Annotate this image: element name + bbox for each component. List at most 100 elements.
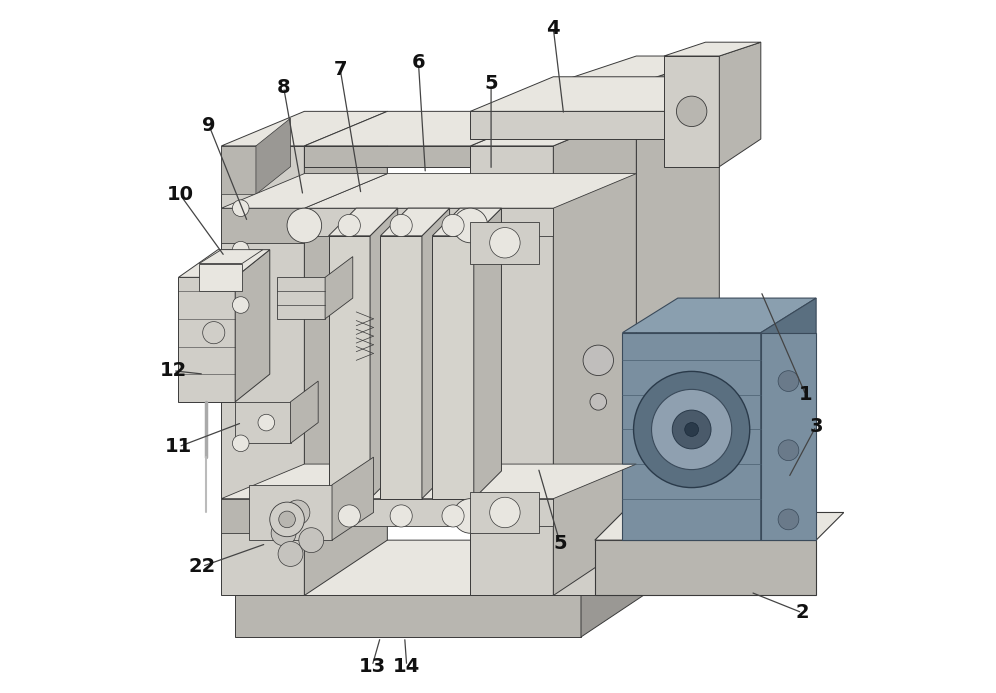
Polygon shape: [305, 146, 470, 167]
Polygon shape: [221, 112, 387, 146]
Circle shape: [339, 505, 361, 527]
Circle shape: [232, 200, 249, 216]
Text: 5: 5: [484, 74, 498, 93]
Polygon shape: [235, 249, 270, 402]
Polygon shape: [380, 236, 422, 499]
Circle shape: [684, 423, 698, 437]
Circle shape: [676, 96, 707, 127]
Polygon shape: [221, 208, 305, 243]
Polygon shape: [256, 119, 291, 194]
Polygon shape: [221, 464, 387, 499]
Circle shape: [490, 498, 520, 527]
Polygon shape: [470, 492, 540, 533]
Circle shape: [287, 499, 322, 533]
Circle shape: [778, 509, 799, 529]
Text: 11: 11: [165, 437, 192, 456]
Polygon shape: [422, 208, 449, 499]
Polygon shape: [305, 464, 636, 499]
Polygon shape: [554, 84, 636, 595]
Polygon shape: [470, 146, 554, 595]
Polygon shape: [664, 42, 761, 56]
Polygon shape: [221, 499, 305, 533]
Circle shape: [258, 414, 275, 431]
Circle shape: [285, 500, 310, 525]
Text: 1: 1: [799, 385, 813, 405]
Circle shape: [270, 502, 305, 536]
Circle shape: [390, 214, 412, 236]
Circle shape: [232, 241, 249, 258]
Circle shape: [778, 371, 799, 392]
Polygon shape: [221, 146, 305, 595]
Polygon shape: [329, 236, 371, 499]
Circle shape: [583, 345, 614, 376]
Polygon shape: [761, 298, 816, 540]
Text: 14: 14: [393, 656, 420, 676]
Text: 22: 22: [188, 557, 215, 576]
Polygon shape: [664, 56, 719, 167]
Circle shape: [442, 214, 464, 236]
Polygon shape: [329, 208, 397, 236]
Circle shape: [651, 389, 732, 470]
Text: 7: 7: [334, 60, 347, 80]
Circle shape: [490, 227, 520, 258]
Circle shape: [202, 322, 225, 344]
Polygon shape: [595, 513, 844, 540]
Text: 10: 10: [166, 185, 193, 204]
Circle shape: [232, 435, 249, 452]
Circle shape: [279, 511, 296, 527]
Polygon shape: [178, 277, 235, 402]
Circle shape: [591, 394, 606, 410]
Polygon shape: [291, 381, 318, 444]
Polygon shape: [235, 595, 581, 637]
Circle shape: [672, 410, 711, 449]
Polygon shape: [554, 56, 719, 84]
Text: 13: 13: [359, 656, 385, 676]
Polygon shape: [199, 263, 242, 291]
Circle shape: [299, 527, 324, 552]
Polygon shape: [305, 112, 554, 146]
Circle shape: [633, 371, 750, 488]
Circle shape: [287, 208, 322, 243]
Polygon shape: [595, 540, 816, 595]
Polygon shape: [235, 402, 291, 444]
Circle shape: [339, 214, 361, 236]
Polygon shape: [235, 540, 664, 595]
Polygon shape: [199, 249, 263, 263]
Polygon shape: [325, 256, 353, 319]
Polygon shape: [380, 208, 449, 236]
Polygon shape: [305, 112, 387, 595]
Circle shape: [778, 440, 799, 461]
Text: 5: 5: [554, 534, 567, 553]
Polygon shape: [474, 208, 501, 499]
Circle shape: [583, 345, 614, 376]
Polygon shape: [371, 208, 397, 499]
Polygon shape: [470, 77, 747, 112]
Circle shape: [453, 208, 488, 243]
Polygon shape: [432, 236, 474, 499]
Polygon shape: [305, 174, 636, 208]
Polygon shape: [221, 146, 256, 194]
Circle shape: [390, 505, 412, 527]
Polygon shape: [554, 112, 636, 595]
Text: 8: 8: [277, 78, 291, 96]
Polygon shape: [761, 333, 816, 540]
Polygon shape: [249, 485, 332, 540]
Polygon shape: [277, 277, 325, 319]
Polygon shape: [622, 333, 761, 540]
Polygon shape: [622, 298, 816, 333]
Circle shape: [453, 499, 488, 533]
Polygon shape: [719, 42, 761, 167]
Circle shape: [590, 394, 607, 410]
Polygon shape: [332, 457, 374, 540]
Circle shape: [271, 520, 296, 545]
Polygon shape: [432, 208, 501, 236]
Text: 2: 2: [796, 604, 809, 622]
Circle shape: [442, 505, 464, 527]
Polygon shape: [636, 56, 719, 595]
Polygon shape: [470, 112, 636, 146]
Polygon shape: [305, 499, 554, 526]
Text: 3: 3: [810, 416, 823, 435]
Polygon shape: [470, 112, 664, 139]
Polygon shape: [221, 174, 387, 208]
Text: 12: 12: [159, 361, 186, 380]
